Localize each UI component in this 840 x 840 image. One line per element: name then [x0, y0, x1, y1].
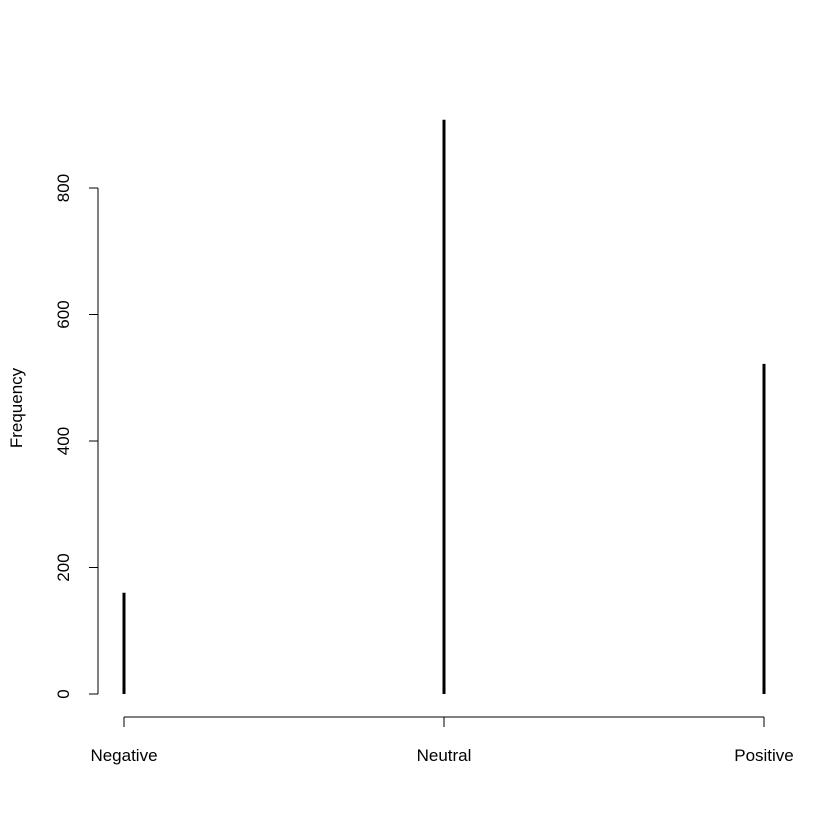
- y-axis: 0 200 400 600 800: [54, 174, 99, 699]
- y-tick-label: 600: [54, 300, 73, 328]
- y-axis-label: Frequency: [7, 367, 26, 448]
- y-tick-label: 800: [54, 174, 73, 202]
- x-tick-label: Negative: [90, 746, 157, 765]
- x-tick-label: Neutral: [417, 746, 472, 765]
- data-spikes: [122, 119, 766, 694]
- y-tick-label: 0: [54, 689, 73, 698]
- x-axis: Negative Neutral Positive: [90, 716, 794, 765]
- y-tick-label: 400: [54, 427, 73, 455]
- y-tick-label: 200: [54, 553, 73, 581]
- x-tick-label: Positive: [734, 746, 794, 765]
